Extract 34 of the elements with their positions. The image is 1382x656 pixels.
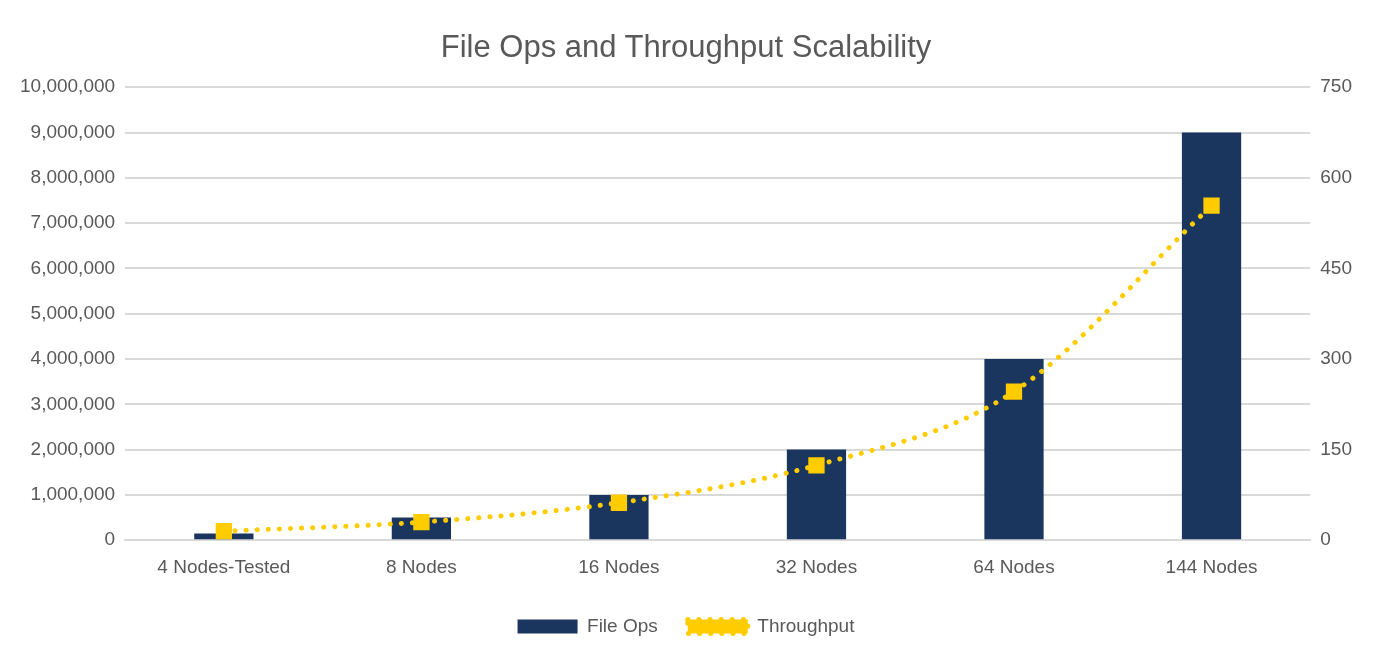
y-tick-label: 3,000,000 bbox=[30, 392, 116, 414]
y2-tick-label: 300 bbox=[1320, 347, 1352, 369]
x-tick-label: 144 Nodes bbox=[1165, 555, 1258, 577]
y-tick-label: 0 bbox=[104, 528, 116, 550]
x-tick-label: 32 Nodes bbox=[775, 555, 858, 577]
y-tick-label: 1,000,000 bbox=[30, 483, 116, 505]
y-tick-label: 9,000,000 bbox=[30, 120, 116, 142]
point bbox=[215, 522, 233, 540]
bar bbox=[1181, 132, 1242, 540]
point bbox=[808, 457, 825, 474]
y2-tick-label: 150 bbox=[1320, 437, 1352, 459]
x-tick-label: 16 Nodes bbox=[578, 555, 660, 577]
y-tick-label: 5,000,000 bbox=[30, 301, 116, 323]
y-tick-label: 8,000,000 bbox=[30, 166, 116, 188]
y-tick-label: 2,000,000 bbox=[30, 437, 116, 459]
point bbox=[610, 494, 628, 511]
legend-label: File Ops bbox=[587, 614, 658, 636]
y-tick-label: 4,000,000 bbox=[30, 347, 116, 369]
chart-title: File Ops and Throughput Scalability bbox=[440, 29, 932, 65]
point bbox=[1005, 383, 1023, 400]
x-tick-label: 64 Nodes bbox=[973, 555, 1055, 577]
point bbox=[1203, 197, 1220, 214]
legend-label: Throughput bbox=[757, 614, 856, 636]
bar bbox=[786, 449, 847, 540]
y2-tick-label: 600 bbox=[1320, 166, 1352, 188]
y2-tick-label: 0 bbox=[1320, 528, 1331, 550]
bar bbox=[984, 359, 1044, 540]
y2-tick-label: 750 bbox=[1320, 75, 1352, 97]
y2-tick-label: 450 bbox=[1320, 256, 1352, 278]
x-tick-label: 8 Nodes bbox=[386, 555, 457, 577]
y-tick-label: 7,000,000 bbox=[30, 211, 116, 233]
y-tick-label: 6,000,000 bbox=[30, 256, 116, 278]
y-tick-label: 10,000,000 bbox=[20, 75, 116, 97]
x-tick-label: 4 Nodes-Tested bbox=[157, 555, 291, 577]
